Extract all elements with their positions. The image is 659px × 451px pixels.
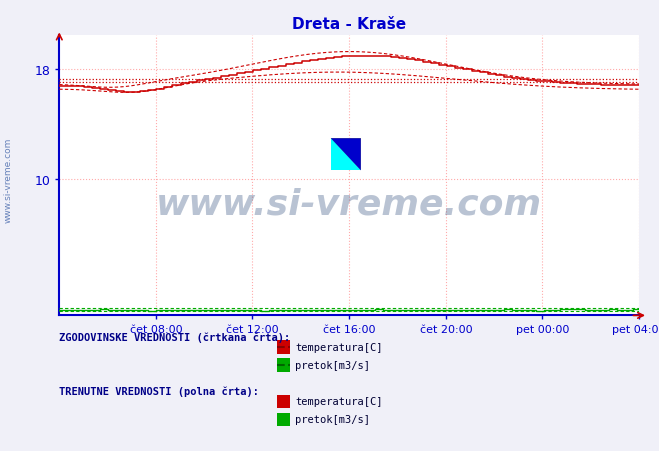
Polygon shape (331, 139, 361, 171)
Bar (331, 139, 361, 171)
Text: www.si-vreme.com: www.si-vreme.com (3, 138, 13, 223)
Polygon shape (331, 139, 361, 171)
Text: temperatura[C]: temperatura[C] (295, 342, 383, 352)
Text: pretok[m3/s]: pretok[m3/s] (295, 414, 370, 424)
Text: TRENUTNE VREDNOSTI (polna črta):: TRENUTNE VREDNOSTI (polna črta): (59, 386, 259, 396)
Text: temperatura[C]: temperatura[C] (295, 396, 383, 406)
Text: ZGODOVINSKE VREDNOSTI (črtkana črta):: ZGODOVINSKE VREDNOSTI (črtkana črta): (59, 331, 291, 342)
Title: Dreta - Kraše: Dreta - Kraše (292, 17, 407, 32)
Text: www.si-vreme.com: www.si-vreme.com (156, 187, 542, 221)
Text: pretok[m3/s]: pretok[m3/s] (295, 360, 370, 370)
